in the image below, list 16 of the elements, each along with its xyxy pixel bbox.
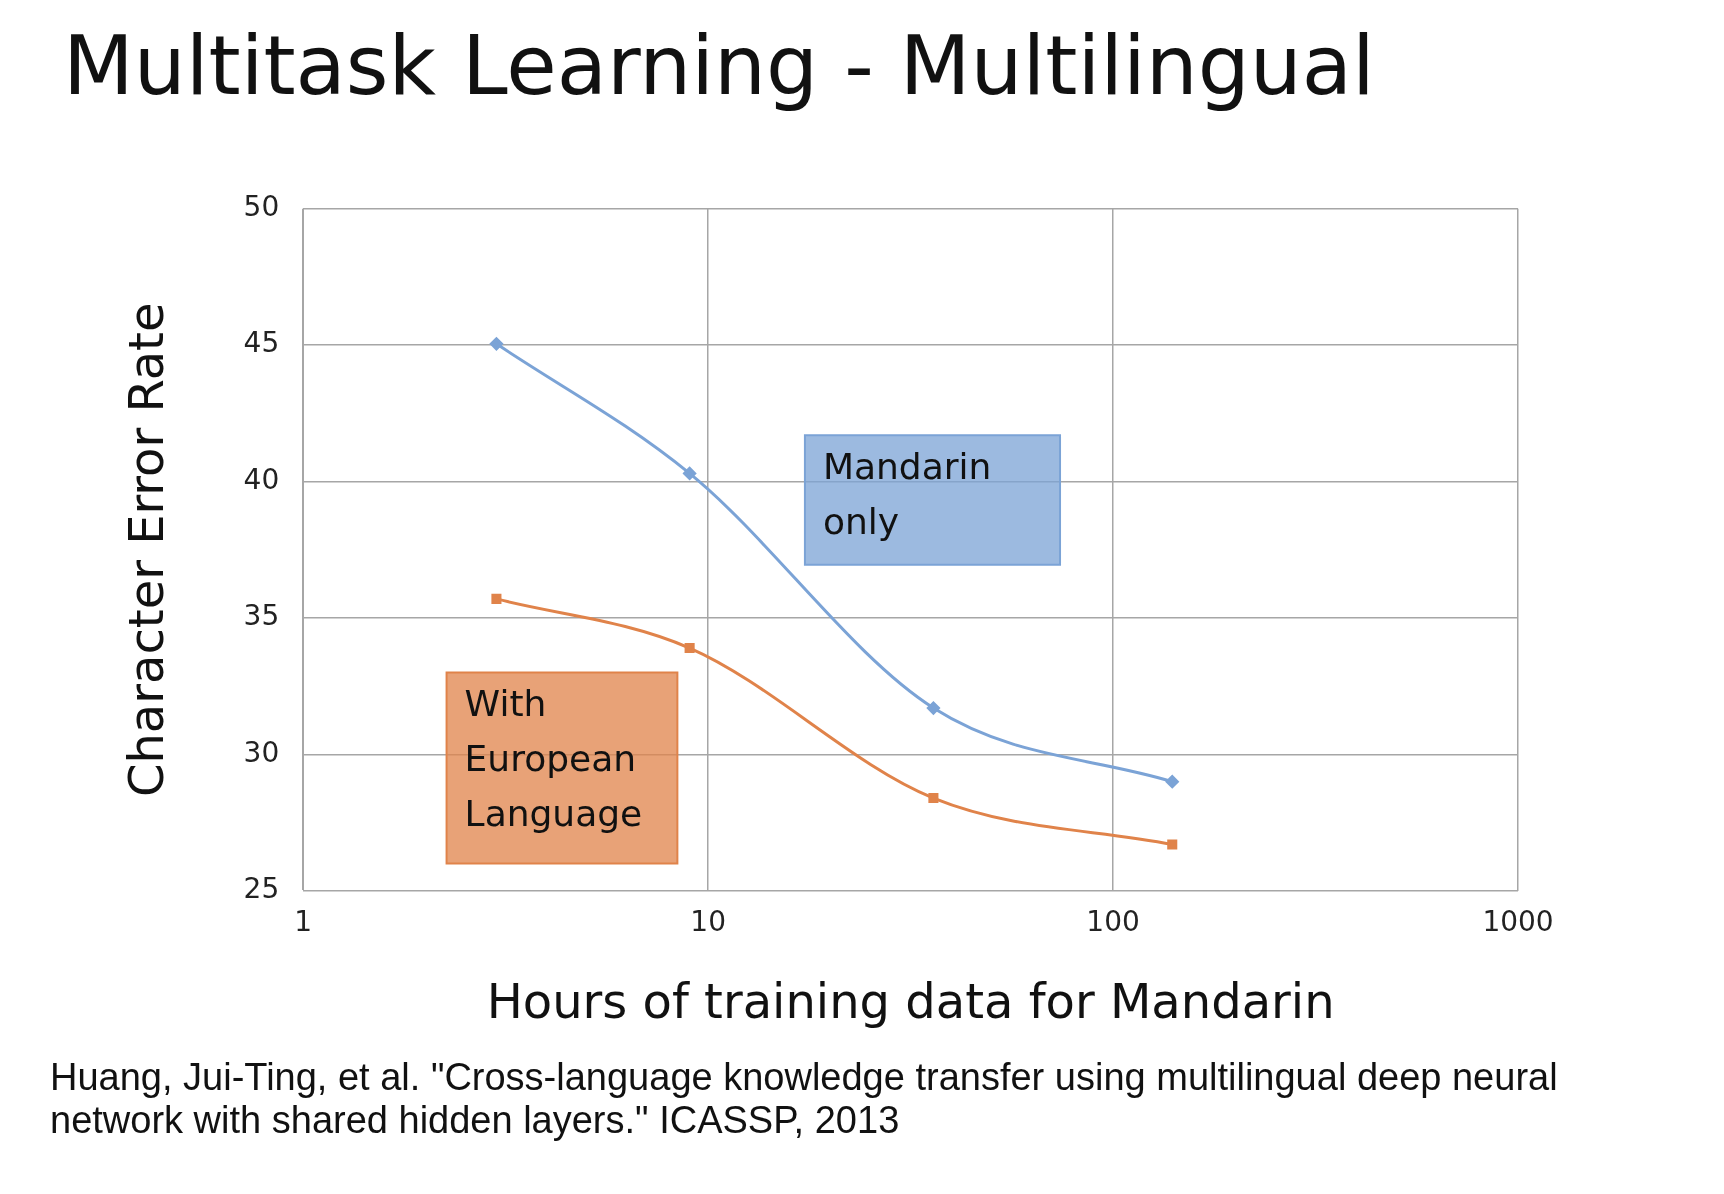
x-tick-label: 10: [690, 904, 726, 938]
y-tick-label: 35: [243, 599, 280, 633]
y-tick-label: 45: [243, 326, 280, 360]
chart-title: Multitask Learning - Multilingual: [62, 17, 1376, 115]
series-label: With European Language: [464, 682, 643, 834]
y-axis-title: Character Error Rate: [118, 302, 175, 798]
text: Huang, Jui-Ting, et al. "Cross-language knowledge transfer using multilingual deep neural network with shared hidden layers." ICASSP, 2013: [49, 1056, 1559, 1142]
y-tick-label: 30: [243, 735, 280, 769]
y-tick-label: 40: [243, 462, 280, 496]
y-tick-label: 50: [243, 190, 280, 224]
y-tick-label: 25: [243, 872, 280, 906]
series-label: Mandarin only: [822, 445, 992, 542]
x-axis-title: Hours of training data for Mandarin: [486, 972, 1335, 1029]
x-tick-label: 1: [294, 904, 313, 938]
x-tick-label: 100: [1086, 904, 1140, 938]
x-tick-label: 1000: [1482, 904, 1554, 938]
